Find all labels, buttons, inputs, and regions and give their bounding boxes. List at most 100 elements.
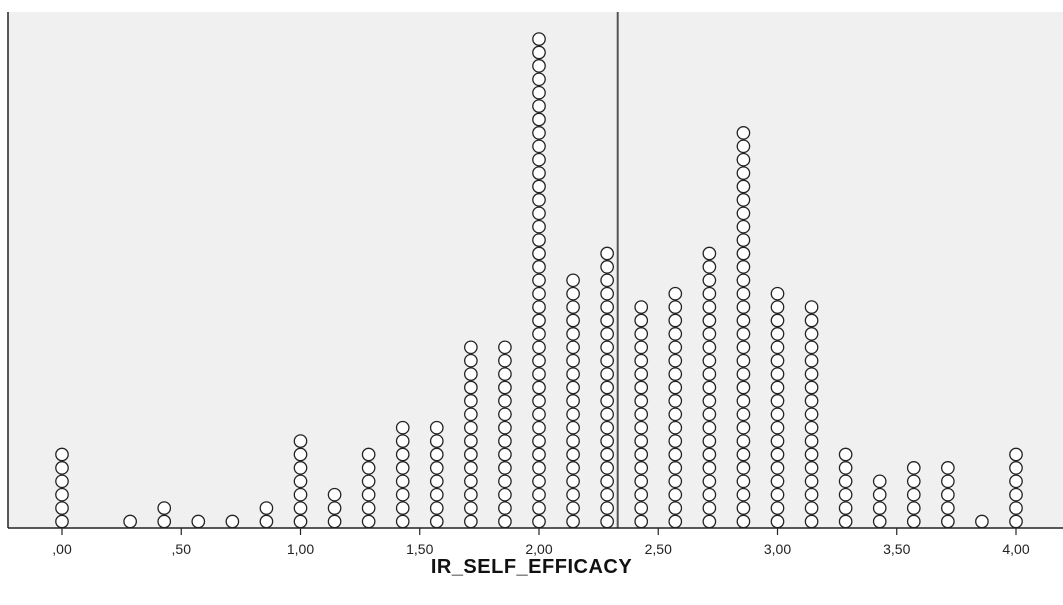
data-point [702, 420, 717, 435]
data-point [804, 340, 819, 355]
data-point [600, 487, 614, 502]
data-point [532, 260, 546, 274]
data-point [566, 340, 580, 355]
data-point [532, 367, 546, 381]
data-point [464, 487, 478, 502]
data-point [395, 474, 410, 489]
data-point [770, 434, 785, 448]
data-point [532, 233, 546, 247]
data-point [532, 380, 546, 395]
data-point [327, 514, 342, 529]
data-point [566, 461, 580, 475]
data-point [668, 327, 683, 341]
data-point [293, 514, 308, 529]
data-point [566, 327, 580, 341]
data-point [736, 246, 751, 261]
data-point [634, 394, 649, 408]
data-point [123, 514, 137, 529]
data-point [464, 501, 478, 515]
data-point [634, 313, 649, 328]
data-point [668, 313, 683, 328]
data-point [600, 461, 614, 475]
data-point [736, 340, 751, 355]
data-point [532, 32, 546, 46]
data-point [1009, 501, 1023, 515]
data-point [566, 367, 580, 381]
data-point [566, 300, 580, 314]
data-point [464, 420, 478, 435]
data-point [770, 474, 785, 489]
data-point [259, 501, 274, 515]
data-point [532, 139, 546, 154]
data-point [498, 353, 512, 368]
data-point [872, 487, 887, 502]
dot-stack [429, 420, 444, 529]
data-point [975, 514, 989, 529]
x-axis: ,00 ,50 1,00 1,50 2,00 2,50 3,00 3,50 4,00 [7, 12, 1063, 557]
data-point [736, 179, 751, 194]
data-point [225, 514, 240, 529]
x-axis-title: IR_SELF_EFFICACY [430, 556, 633, 578]
data-point [736, 407, 751, 422]
data-point [804, 447, 819, 462]
data-point [532, 193, 546, 207]
x-tick-label: 3,50 [883, 541, 910, 557]
data-point [464, 461, 478, 475]
data-point [566, 474, 580, 489]
data-point [532, 85, 546, 100]
dot-stack [941, 461, 955, 529]
data-point [668, 286, 683, 301]
data-point [770, 380, 785, 395]
data-point [702, 286, 717, 301]
data-point [736, 420, 751, 435]
data-point [532, 300, 546, 314]
data-point [498, 340, 512, 355]
data-point [804, 367, 819, 381]
data-point [600, 367, 614, 381]
x-tick-label: ,50 [172, 541, 192, 557]
data-point [906, 487, 921, 502]
data-point [668, 367, 683, 381]
data-point [634, 407, 649, 422]
data-point [361, 447, 376, 462]
data-point [804, 461, 819, 475]
data-point [566, 380, 580, 395]
data-point [1009, 447, 1023, 462]
data-point [702, 394, 717, 408]
data-point [429, 474, 444, 489]
data-point [498, 407, 512, 422]
data-point [668, 461, 683, 475]
data-point [600, 260, 614, 274]
data-point [702, 260, 717, 274]
data-point [838, 514, 853, 529]
data-point [532, 420, 546, 435]
x-tick-label: 3,00 [764, 541, 791, 557]
data-point [566, 487, 580, 502]
data-point [327, 487, 342, 502]
data-point [532, 179, 546, 194]
data-point [395, 447, 410, 462]
data-point [395, 487, 410, 502]
data-point [498, 447, 512, 462]
data-point [872, 501, 887, 515]
data-point [804, 487, 819, 502]
data-point [532, 340, 546, 355]
data-point [532, 112, 546, 127]
data-point [770, 394, 785, 408]
data-point [736, 233, 751, 247]
data-point [634, 434, 649, 448]
data-point [838, 501, 853, 515]
data-point [906, 501, 921, 515]
data-point [429, 420, 444, 435]
data-point [838, 461, 853, 475]
data-point [770, 300, 785, 314]
data-point [464, 353, 478, 368]
data-point [532, 447, 546, 462]
data-point [1009, 514, 1023, 529]
data-point [498, 420, 512, 435]
dot-stack [975, 514, 989, 529]
data-point [600, 380, 614, 395]
data-point [600, 327, 614, 341]
data-point [600, 340, 614, 355]
data-point [736, 300, 751, 314]
